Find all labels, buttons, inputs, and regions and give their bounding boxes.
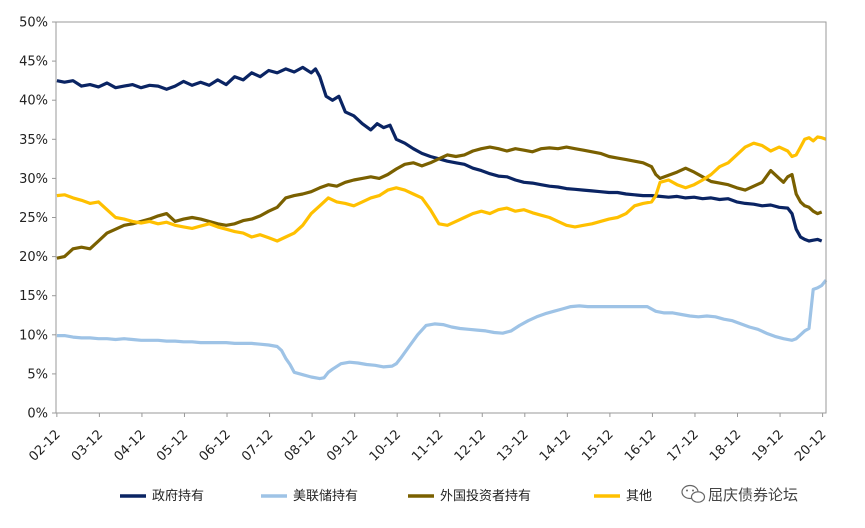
x-tick-label: 05-12 — [154, 427, 191, 464]
x-tick-label: 18-12 — [707, 427, 744, 464]
x-tick-label: 07-12 — [239, 427, 276, 464]
series-line-3 — [56, 135, 827, 243]
series-lines — [56, 65, 828, 381]
series-line-2 — [56, 145, 823, 260]
y-tick-label: 25% — [19, 211, 48, 226]
legend-label-3: 其他 — [626, 489, 652, 504]
plot-frame — [55, 21, 827, 414]
x-tick-label: 06-12 — [197, 427, 234, 464]
x-tick-label: 14-12 — [537, 427, 574, 464]
wechat-icon — [681, 484, 706, 503]
x-tick-label: 11-12 — [409, 427, 446, 464]
x-tick-label: 10-12 — [367, 427, 404, 464]
x-tick-label: 19-12 — [750, 427, 787, 464]
legend-label-1: 美联储持有 — [293, 489, 358, 504]
y-tick-label: 20% — [19, 250, 48, 265]
series-line-0 — [56, 65, 823, 243]
y-tick-label: 50% — [19, 16, 48, 31]
watermark-text: 屈庆债券论坛 — [708, 486, 798, 504]
y-tick-label: 35% — [19, 133, 48, 148]
watermark: 屈庆债券论坛 — [681, 484, 798, 504]
y-tick-label: 45% — [19, 55, 48, 70]
legend-label-0: 政府持有 — [152, 489, 204, 504]
y-tick-label: 30% — [19, 172, 48, 187]
x-tick-label: 16-12 — [622, 427, 659, 464]
x-tick-label: 09-12 — [324, 427, 361, 464]
x-tick-label: 13-12 — [494, 427, 531, 464]
x-tick-label: 12-12 — [452, 427, 489, 464]
x-tick-label: 03-12 — [69, 427, 106, 464]
y-tick-label: 5% — [27, 367, 48, 382]
x-tick-label: 08-12 — [282, 427, 319, 464]
y-tick-label: 10% — [19, 328, 48, 343]
legend-label-2: 外国投资者持有 — [440, 488, 531, 504]
y-axis-ticks: 0% 5% 10% 15% 20% 25% 30% 35% 40% 45% 50% — [19, 16, 56, 422]
series-line-1 — [56, 279, 828, 381]
x-axis-ticks: 02-12 03-12 04-12 05-12 06-12 07-12 08-12 09-12… — [26, 413, 829, 465]
x-tick-label: 02-12 — [26, 427, 63, 464]
y-tick-label: 40% — [19, 94, 48, 109]
x-tick-label: 20-12 — [792, 427, 829, 464]
x-tick-label: 17-12 — [664, 427, 701, 464]
y-tick-label: 15% — [19, 289, 48, 304]
x-tick-label: 04-12 — [111, 427, 148, 464]
legend: 政府持有 美联储持有 外国投资者持有 其他 — [120, 488, 652, 504]
y-tick-label: 0% — [27, 407, 48, 422]
x-tick-label: 15-12 — [579, 427, 616, 464]
